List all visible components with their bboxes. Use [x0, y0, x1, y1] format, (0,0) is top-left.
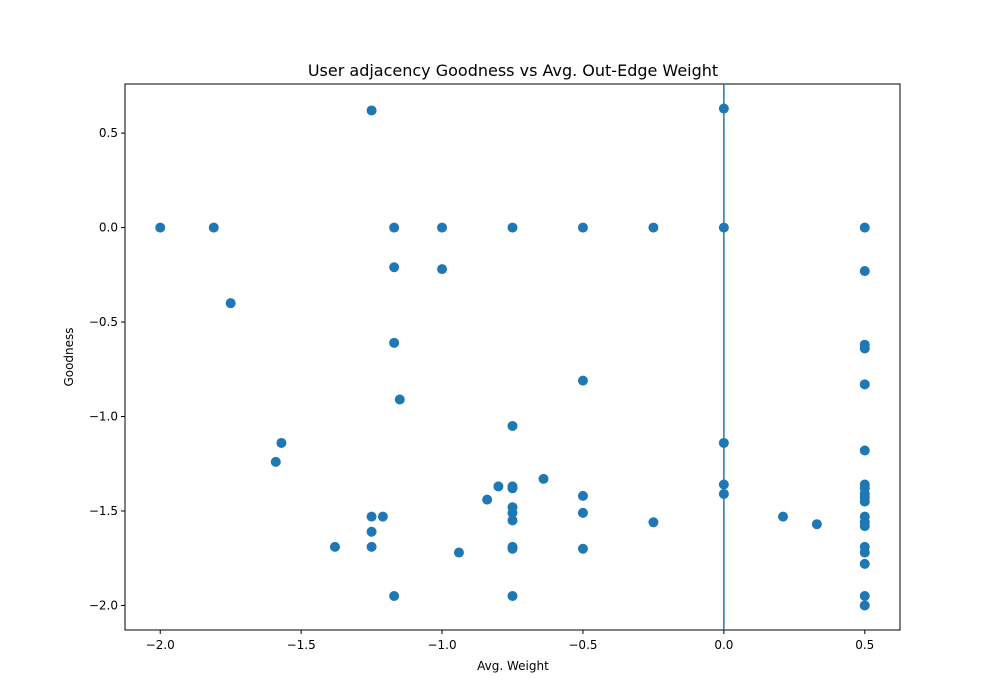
data-point: [507, 543, 518, 554]
x-tick-label: 0.0: [714, 638, 733, 652]
data-point: [507, 420, 518, 431]
data-point: [577, 222, 588, 233]
data-point: [718, 479, 729, 490]
data-point: [648, 517, 659, 528]
x-tick-label: −0.5: [568, 638, 597, 652]
data-point: [718, 222, 729, 233]
data-point: [507, 590, 518, 601]
axes-frame: [124, 83, 901, 631]
x-axis-label: Avg. Weight: [477, 659, 549, 673]
data-point: [482, 494, 493, 505]
data-point: [859, 379, 870, 390]
y-tick-label: −2.0: [89, 598, 118, 612]
data-point: [577, 543, 588, 554]
y-tick-label: 0.0: [99, 221, 118, 235]
x-tick-label: 0.5: [855, 638, 874, 652]
data-point: [859, 547, 870, 558]
data-point: [389, 337, 400, 348]
data-point: [577, 507, 588, 518]
data-point: [577, 490, 588, 501]
data-point: [778, 511, 789, 522]
data-point: [859, 266, 870, 277]
data-point: [859, 445, 870, 456]
data-point: [718, 488, 729, 499]
data-point: [225, 298, 236, 309]
data-point: [437, 264, 448, 275]
y-axis-label: Goodness: [62, 327, 76, 386]
data-point: [507, 507, 518, 518]
chart-title: User adjacency Goodness vs Avg. Out-Edge…: [308, 61, 718, 80]
data-point: [276, 437, 287, 448]
plot-area: [124, 83, 901, 631]
data-point: [859, 496, 870, 507]
x-tick-label: −1.0: [427, 638, 456, 652]
y-tick-label: 0.5: [99, 126, 118, 140]
data-point: [394, 394, 405, 405]
data-point: [718, 437, 729, 448]
data-point: [366, 105, 377, 116]
data-point: [859, 343, 870, 354]
data-point: [155, 222, 166, 233]
data-points: [155, 103, 870, 611]
y-axis: −2.0 −1.5 −1.0 −0.5 0.0 0.5: [89, 126, 125, 612]
y-tick-label: −1.5: [89, 504, 118, 518]
data-point: [507, 515, 518, 526]
data-point: [366, 511, 377, 522]
data-point: [389, 222, 400, 233]
data-point: [366, 541, 377, 552]
data-point: [859, 558, 870, 569]
x-tick-label: −1.5: [287, 638, 316, 652]
data-point: [811, 519, 822, 530]
x-tick-label: −2.0: [146, 638, 175, 652]
data-point: [507, 222, 518, 233]
data-point: [648, 222, 659, 233]
data-point: [453, 547, 464, 558]
data-point: [389, 590, 400, 601]
data-point: [859, 590, 870, 601]
data-point: [859, 600, 870, 611]
data-point: [718, 103, 729, 114]
data-point: [329, 541, 340, 552]
data-point: [208, 222, 219, 233]
data-point: [577, 375, 588, 386]
x-axis: −2.0 −1.5 −1.0 −0.5 0.0 0.5: [146, 630, 874, 652]
data-point: [437, 222, 448, 233]
data-point: [493, 481, 504, 492]
data-point: [389, 262, 400, 273]
y-tick-label: −0.5: [89, 315, 118, 329]
data-point: [366, 526, 377, 537]
data-point: [270, 456, 281, 467]
data-point: [538, 473, 549, 484]
y-tick-label: −1.0: [89, 410, 118, 424]
data-point: [507, 483, 518, 494]
data-point: [859, 222, 870, 233]
data-point: [377, 511, 388, 522]
data-point: [859, 521, 870, 532]
